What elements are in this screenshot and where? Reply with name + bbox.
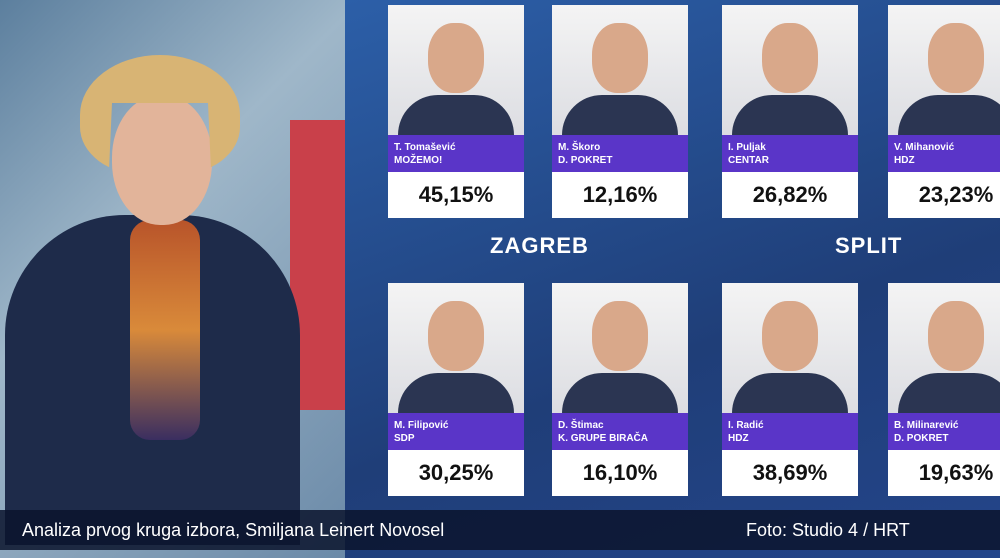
candidate-name: V. Mihanović <box>894 142 955 153</box>
candidate-label: I. Puljak CENTAR <box>722 135 858 172</box>
candidate-card: D. Štimac K. GRUPE BIRAČA 16,10% <box>552 283 688 496</box>
candidate-party: HDZ <box>728 433 749 444</box>
candidate-party: MOŽEMO! <box>394 155 443 166</box>
candidate-photo <box>888 5 1000 135</box>
candidate-card: B. Milinarević D. POKRET 19,63% <box>888 283 1000 496</box>
candidate-label: M. Filipović SDP <box>388 413 524 450</box>
candidate-photo <box>552 283 688 413</box>
photo-head <box>428 23 484 93</box>
photo-body <box>562 95 678 135</box>
candidate-label: V. Mihanović HDZ <box>888 135 1000 172</box>
candidate-photo <box>552 5 688 135</box>
candidate-label: I. Radić HDZ <box>722 413 858 450</box>
candidate-result: 16,10% <box>552 450 688 496</box>
candidate-name: M. Škoro <box>558 142 601 153</box>
candidate-photo <box>888 283 1000 413</box>
candidate-result: 23,23% <box>888 172 1000 218</box>
photo-body <box>732 95 848 135</box>
photo-head <box>928 301 984 371</box>
studio-screen <box>290 120 350 410</box>
photo-head <box>928 23 984 93</box>
candidate-photo <box>388 283 524 413</box>
candidate-result: 19,63% <box>888 450 1000 496</box>
candidate-party: HDZ <box>894 155 915 166</box>
candidate-name: T. Tomašević <box>394 142 456 153</box>
candidate-result: 26,82% <box>722 172 858 218</box>
photo-head <box>762 23 818 93</box>
photo-body <box>562 373 678 413</box>
photo-head <box>762 301 818 371</box>
candidate-card: T. Tomašević MOŽEMO! 45,15% <box>388 5 524 218</box>
photo-head <box>592 301 648 371</box>
candidate-card: I. Radić HDZ 38,69% <box>722 283 858 496</box>
presenter-scarf <box>130 220 200 440</box>
candidate-party: D. POKRET <box>894 433 949 444</box>
photo-head <box>592 23 648 93</box>
candidate-card: M. Škoro D. POKRET 12,16% <box>552 5 688 218</box>
candidate-card: V. Mihanović HDZ 23,23% <box>888 5 1000 218</box>
candidate-card: I. Puljak CENTAR 26,82% <box>722 5 858 218</box>
candidate-label: T. Tomašević MOŽEMO! <box>388 135 524 172</box>
photo-body <box>398 95 514 135</box>
candidate-party: CENTAR <box>728 155 769 166</box>
candidate-name: I. Radić <box>728 420 764 431</box>
photo-body <box>898 373 1000 413</box>
photo-body <box>732 373 848 413</box>
candidate-name: M. Filipović <box>394 420 449 431</box>
city-label: SPLIT <box>835 233 903 258</box>
candidate-card: M. Filipović SDP 30,25% <box>388 283 524 496</box>
candidate-party: SDP <box>394 433 415 444</box>
candidate-result: 12,16% <box>552 172 688 218</box>
candidate-result: 30,25% <box>388 450 524 496</box>
caption-text: Analiza prvog kruga izbora, Smiljana Lei… <box>22 520 445 540</box>
candidate-label: D. Štimac K. GRUPE BIRAČA <box>552 413 688 450</box>
candidate-photo <box>388 5 524 135</box>
photo-body <box>398 373 514 413</box>
caption-credit: Foto: Studio 4 / HRT <box>746 520 910 540</box>
city-label: ZAGREB <box>490 233 589 258</box>
caption-bar <box>0 510 1000 550</box>
candidate-result: 45,15% <box>388 172 524 218</box>
presenter-face <box>112 95 212 225</box>
candidate-photo <box>722 5 858 135</box>
candidate-party: K. GRUPE BIRAČA <box>558 433 649 444</box>
candidate-label: M. Škoro D. POKRET <box>552 135 688 172</box>
candidate-result: 38,69% <box>722 450 858 496</box>
photo-head <box>428 301 484 371</box>
candidate-label: B. Milinarević D. POKRET <box>888 413 1000 450</box>
candidate-name: I. Puljak <box>728 142 766 153</box>
candidate-name: B. Milinarević <box>894 420 959 431</box>
candidate-photo <box>722 283 858 413</box>
candidate-name: D. Štimac <box>558 420 604 431</box>
photo-body <box>898 95 1000 135</box>
candidate-party: D. POKRET <box>558 155 613 166</box>
